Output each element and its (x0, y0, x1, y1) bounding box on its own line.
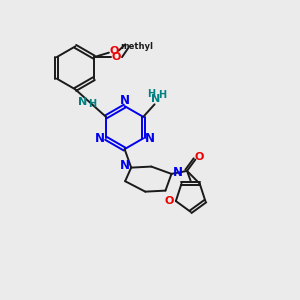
Text: N: N (120, 159, 130, 172)
Text: O: O (165, 196, 174, 206)
Text: O: O (112, 52, 121, 62)
Text: H: H (159, 90, 167, 100)
Text: N: N (145, 132, 155, 145)
Text: O: O (194, 152, 204, 162)
Text: N: N (94, 132, 104, 145)
Text: N: N (173, 166, 183, 178)
Text: H: H (147, 89, 155, 99)
Text: O: O (110, 46, 119, 56)
Text: H: H (88, 99, 96, 109)
Text: methyl: methyl (120, 42, 153, 51)
Text: N: N (120, 94, 130, 106)
Text: N: N (152, 94, 161, 104)
Text: N: N (78, 97, 87, 106)
